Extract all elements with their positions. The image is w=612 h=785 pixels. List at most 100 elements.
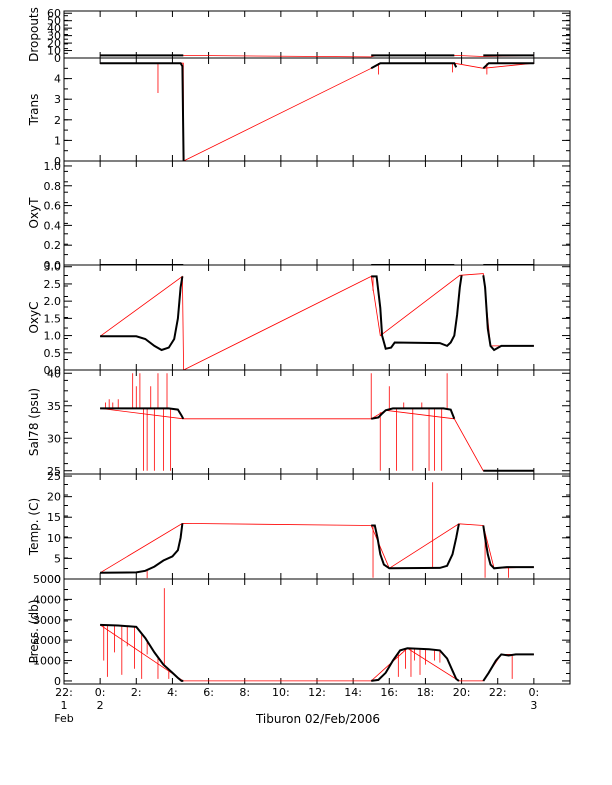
y-tick-label: 3 bbox=[54, 93, 61, 106]
x-tick-label: 2: bbox=[131, 686, 142, 699]
series-black-segment bbox=[100, 276, 184, 352]
series-black-segment bbox=[100, 623, 184, 682]
series-red-line bbox=[100, 408, 534, 472]
panel-frame bbox=[63, 160, 571, 266]
panel-frame bbox=[63, 264, 571, 371]
y-axis-label: Sal78 (psu) bbox=[27, 388, 41, 456]
y-tick-label: 0 bbox=[54, 573, 61, 586]
y-tick-label: 15 bbox=[47, 511, 61, 524]
y-tick-label: 0.0 bbox=[44, 259, 62, 272]
x-tick-month-label: Feb bbox=[54, 712, 73, 725]
panel-data bbox=[99, 273, 534, 370]
y-tick-label: 20 bbox=[47, 491, 61, 504]
y-tick-label: 0.0 bbox=[44, 364, 62, 377]
x-tick-label: 14: bbox=[344, 686, 362, 699]
x-tick-label: 22: bbox=[489, 686, 507, 699]
y-tick-label: 1.0 bbox=[44, 330, 62, 343]
x-tick-label: 0: bbox=[95, 686, 106, 699]
y-tick-label: 0 bbox=[54, 52, 61, 65]
series-red-line bbox=[100, 62, 534, 161]
panel-data bbox=[99, 588, 534, 682]
y-tick-label: 40 bbox=[47, 22, 61, 35]
series-black-segment bbox=[370, 62, 458, 70]
x-tick-label: 12: bbox=[308, 686, 326, 699]
y-tick-label: 25 bbox=[47, 465, 61, 478]
y-tick-label: 35 bbox=[47, 400, 61, 413]
y-tick-label: 10 bbox=[47, 45, 61, 58]
y-tick-label: 3.0 bbox=[44, 261, 62, 274]
series-black-segment bbox=[371, 275, 463, 350]
y-tick-label: 2.5 bbox=[44, 278, 62, 291]
x-tick-day-label: 2 bbox=[97, 699, 104, 712]
panel-frame bbox=[63, 10, 571, 59]
x-tick-label: 16: bbox=[380, 686, 398, 699]
panel-frame bbox=[63, 473, 571, 580]
y-tick-label: 4 bbox=[54, 73, 61, 86]
y-tick-label: 5 bbox=[54, 552, 61, 565]
panel-sal: 25 30 35 40 Sal78 (psu) bbox=[27, 367, 571, 478]
panel-frame bbox=[63, 57, 571, 162]
chart-title: Tiburon 02/Feb/2006 bbox=[255, 712, 380, 726]
y-tick-label: 40 bbox=[47, 367, 61, 380]
panel-trans: 0 1 2 3 4 Trans bbox=[27, 57, 571, 168]
series-black-segment bbox=[371, 647, 460, 682]
x-tick-day-label: 3 bbox=[530, 699, 537, 712]
panel-data bbox=[100, 373, 534, 472]
y-tick-label: 1000 bbox=[33, 655, 61, 668]
panel-data bbox=[100, 54, 534, 58]
series-black-segment bbox=[100, 523, 184, 574]
y-tick-label: 60 bbox=[47, 7, 61, 20]
y-tick-label: 2 bbox=[54, 114, 61, 127]
x-tick-label: 6: bbox=[203, 686, 214, 699]
series-red-line bbox=[99, 624, 534, 682]
y-tick-label: 30 bbox=[47, 30, 61, 43]
y-axis-label: Trans bbox=[27, 94, 41, 127]
y-tick-label: 2.0 bbox=[44, 295, 62, 308]
y-tick-label: 5000 bbox=[33, 573, 61, 586]
x-tick-label: 22: bbox=[55, 686, 73, 699]
panel-press: 0 1000 2000 3000 4000 5000 Press. (db) bbox=[27, 573, 571, 688]
y-tick-label: 0.8 bbox=[44, 180, 62, 193]
y-tick-label: 1.5 bbox=[44, 312, 62, 325]
x-tick-label: 8: bbox=[239, 686, 250, 699]
y-tick-label: 2000 bbox=[33, 634, 61, 647]
x-tick-label: 4: bbox=[167, 686, 178, 699]
y-tick-label: 25 bbox=[47, 470, 61, 483]
y-tick-label: 1.0 bbox=[44, 160, 62, 173]
y-axis-label: OxyC bbox=[27, 301, 41, 333]
x-tick-label: 10: bbox=[272, 686, 290, 699]
y-axis-label: Press. (db) bbox=[27, 600, 41, 664]
panel-data bbox=[99, 482, 534, 579]
y-tick-label: 0.5 bbox=[44, 347, 62, 360]
x-tick-label: 0: bbox=[528, 686, 539, 699]
series-black-segment bbox=[482, 525, 534, 570]
series-black-segment bbox=[371, 407, 456, 420]
series-black-segment bbox=[100, 62, 185, 161]
panel-oxyc: 0.0 0.5 1.0 1.5 2.0 2.5 3.0 OxyC bbox=[27, 261, 571, 377]
series-red-line bbox=[99, 273, 534, 370]
y-tick-label: 1 bbox=[54, 134, 61, 147]
series-black-segment bbox=[482, 275, 534, 352]
panel-oxyt: 0.0 0.2 0.4 0.6 0.8 1.0 OxyT bbox=[27, 160, 571, 272]
y-axis-label: Dropouts bbox=[27, 7, 41, 62]
series-black-segment bbox=[100, 407, 185, 420]
x-tick-label: 18: bbox=[417, 686, 435, 699]
x-tick-day-label: 1 bbox=[61, 699, 68, 712]
y-tick-label: 3000 bbox=[33, 614, 61, 627]
x-tick-label: 20: bbox=[453, 686, 471, 699]
y-tick-label: 0.2 bbox=[44, 239, 62, 252]
series-black-segment bbox=[482, 653, 534, 682]
panel-temp: 0 5 10 15 20 25 Temp. (C) bbox=[27, 470, 571, 586]
series-red-line bbox=[99, 522, 534, 574]
y-tick-label: 0.4 bbox=[44, 219, 62, 232]
y-tick-label: 4000 bbox=[33, 593, 61, 606]
y-tick-label: 50 bbox=[47, 15, 61, 28]
y-tick-label: 10 bbox=[47, 532, 61, 545]
y-tick-label: 0 bbox=[54, 675, 61, 688]
series-black-segment bbox=[371, 523, 460, 570]
y-axis-label: Temp. (C) bbox=[27, 498, 41, 556]
panels: 0102030405060Dropouts01234Trans0.00.20.4… bbox=[27, 7, 571, 688]
y-tick-label: 0 bbox=[54, 155, 61, 168]
